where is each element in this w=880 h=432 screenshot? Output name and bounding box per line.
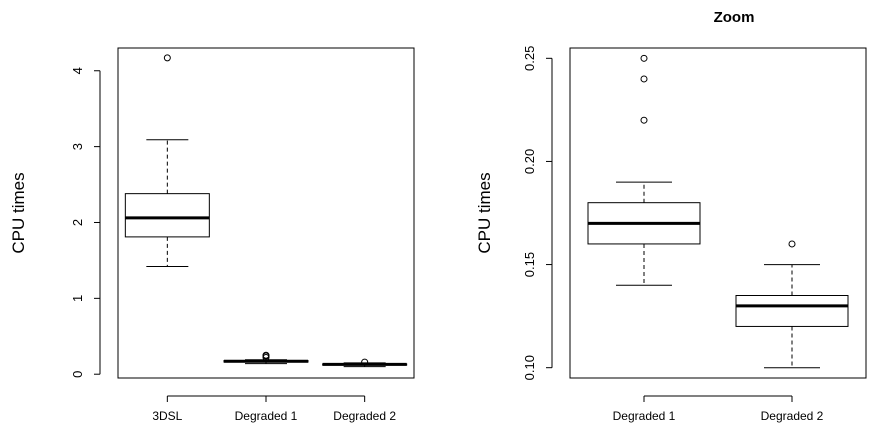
outlier-point — [640, 116, 648, 124]
box-2 — [223, 351, 309, 365]
outlier-point — [163, 54, 171, 62]
outlier-point — [361, 358, 369, 366]
box-3 — [322, 358, 408, 368]
outlier-point — [640, 75, 648, 83]
box-body — [735, 295, 849, 327]
box-1 — [124, 54, 210, 267]
plot-frame — [569, 47, 867, 379]
chart-title: Zoom — [714, 9, 755, 26]
y-axis-title: CPU times — [9, 172, 28, 253]
y-tick-label: 1 — [70, 295, 85, 302]
plot-frame — [117, 47, 415, 379]
y-tick-label: 0.10 — [522, 355, 537, 380]
y-tick-label: 0 — [70, 371, 85, 378]
outlier-point — [788, 240, 796, 248]
y-tick-label: 0.20 — [522, 149, 537, 174]
y-axis-title: CPU times — [475, 172, 494, 253]
zoom-boxplot-panel: Zoom 0.10 0.15 0.20 0.25 CPU times Degraded 1 D… — [475, 9, 867, 423]
outlier-point — [262, 351, 270, 359]
y-tick-label: 2 — [70, 219, 85, 226]
y-tick-label: 0.15 — [522, 252, 537, 277]
x-tick-label: 3DSL — [152, 409, 182, 423]
y-tick-label: 0.25 — [522, 46, 537, 71]
box-body — [124, 193, 210, 238]
x-tick-label: Degraded 1 — [613, 409, 676, 423]
x-tick-label: Degraded 1 — [235, 409, 298, 423]
outlier-point — [640, 54, 648, 62]
left-boxplot-panel: 0 1 2 3 4 CPU times 3DSL Degraded 1 Degraded 2 — [9, 47, 415, 423]
box-2 — [735, 240, 849, 369]
y-tick-label: 3 — [70, 143, 85, 150]
y-tick-label: 4 — [70, 67, 85, 74]
x-tick-label: Degraded 2 — [333, 409, 396, 423]
x-tick-label: Degraded 2 — [761, 409, 824, 423]
box-1 — [587, 54, 701, 286]
